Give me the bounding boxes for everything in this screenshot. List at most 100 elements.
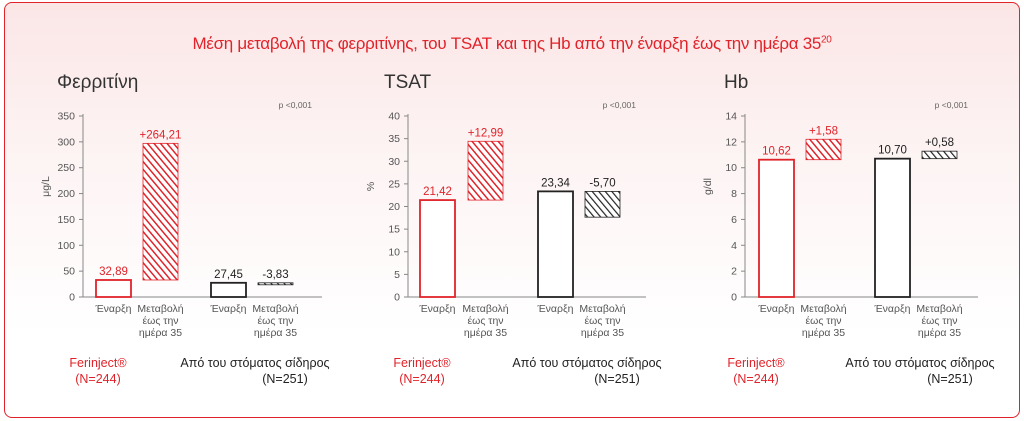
change-value-label: +264,21	[140, 129, 182, 141]
y-tick-label: 35	[388, 133, 400, 145]
baseline-value-label: 23,34	[541, 177, 570, 189]
change-bar	[805, 138, 842, 161]
baseline-value-label: 32,89	[99, 266, 128, 278]
x-tick-label: ημέρα 35	[464, 327, 507, 339]
panel-title-hb: Hb	[724, 72, 749, 93]
x-tick-label: έως την	[257, 315, 293, 327]
x-tick-label: έως την	[805, 315, 841, 327]
y-tick-label: 20	[388, 201, 400, 213]
y-tick-label: 300	[57, 136, 75, 148]
x-tick-label: έως την	[467, 315, 503, 327]
legend-ferinject-label: Ferinject®	[393, 356, 451, 370]
legend-oral-label: Από του στόματος σίδηρος	[845, 356, 995, 370]
y-axis-label: μg/L	[40, 176, 52, 197]
baseline-value-label: 21,42	[423, 186, 452, 198]
chart-panel-1	[404, 114, 646, 298]
x-tick-label: ημέρα 35	[139, 327, 182, 339]
legend-ferinject-label: Ferinject®	[727, 356, 785, 370]
y-tick-label: 15	[388, 224, 400, 236]
panel-title-ferritin: Φερριτίνη	[57, 72, 139, 93]
legend-ferinject-2: Ferinject® (N=244)	[376, 355, 468, 387]
chart-panel-0	[79, 114, 322, 298]
x-tick-label: Έναρξη	[418, 303, 455, 315]
legend-oral-2: Από του στόματος σίδηρος (N=251)	[492, 355, 682, 387]
y-tick-label: 12	[725, 136, 737, 148]
legend-oral-n: (N=251)	[262, 372, 308, 386]
baseline-bar	[419, 199, 456, 298]
legend-ferinject-n: (N=244)	[733, 372, 779, 386]
y-tick-label: 14	[725, 111, 737, 123]
y-axis-label: %	[365, 182, 377, 191]
y-axis-label: g/dl	[702, 178, 714, 195]
y-tick-label: 40	[388, 111, 400, 123]
x-tick-label: έως την	[142, 315, 178, 327]
change-bar	[584, 190, 621, 218]
x-tick-label: Έναρξη	[536, 303, 573, 315]
p-value-label: p <0,001	[935, 100, 969, 110]
legend-oral-3: Από του στόματος σίδηρος (N=251)	[825, 355, 1015, 387]
change-value-label: +12,99	[468, 127, 504, 139]
y-tick-label: 250	[57, 162, 75, 174]
x-tick-label: ημέρα 35	[254, 327, 297, 339]
change-bar	[142, 142, 179, 281]
change-value-label: -5,70	[589, 177, 615, 189]
x-tick-label: Έναρξη	[757, 303, 794, 315]
legend-ferinject-3: Ferinject® (N=244)	[710, 355, 802, 387]
x-tick-label: Μεταβολή	[916, 303, 962, 315]
legend-ferinject-label: Ferinject®	[69, 356, 127, 370]
figure-title-reference: 20	[821, 34, 832, 46]
x-tick-label: Μεταβολή	[137, 303, 183, 315]
y-tick-label: 25	[388, 178, 400, 190]
change-value-label: -3,83	[262, 269, 288, 281]
legend-oral-1: Από του στόματος σίδηρος (N=251)	[160, 355, 350, 387]
change-bar	[921, 150, 958, 160]
baseline-bar	[95, 279, 132, 298]
legend-ferinject-n: (N=244)	[75, 372, 121, 386]
baseline-value-label: 10,62	[762, 146, 791, 158]
x-tick-label: Έναρξη	[873, 303, 910, 315]
y-tick-label: 8	[731, 188, 737, 200]
y-tick-label: 30	[388, 156, 400, 168]
baseline-value-label: 27,45	[214, 269, 243, 281]
x-tick-label: Μεταβολή	[800, 303, 846, 315]
change-bar	[257, 282, 294, 286]
baseline-bar	[537, 190, 574, 298]
x-tick-label: ημέρα 35	[918, 327, 961, 339]
x-tick-label: Έναρξη	[94, 303, 131, 315]
y-tick-label: 100	[57, 240, 75, 252]
baseline-value-label: 10,70	[878, 145, 907, 157]
p-value-label: p <0,001	[279, 100, 313, 110]
baseline-bar	[758, 158, 795, 298]
y-tick-label: 150	[57, 214, 75, 226]
change-bar	[467, 140, 504, 201]
p-value-label: p <0,001	[603, 100, 637, 110]
x-tick-label: ημέρα 35	[802, 327, 845, 339]
y-tick-label: 4	[731, 240, 737, 252]
y-tick-label: 200	[57, 188, 75, 200]
baseline-bar	[874, 157, 911, 298]
x-tick-label: Μεταβολή	[252, 303, 298, 315]
legend-oral-n: (N=251)	[594, 372, 640, 386]
y-tick-label: 10	[388, 246, 400, 258]
y-tick-label: 10	[725, 162, 737, 174]
x-tick-label: έως την	[584, 315, 620, 327]
y-tick-label: 50	[63, 266, 75, 278]
y-tick-label: 0	[394, 292, 400, 304]
figure-title-text: Μέση μεταβολή της φερριτίνης, του TSAT κ…	[192, 34, 822, 53]
change-value-label: +1,58	[809, 125, 838, 137]
y-tick-label: 0	[731, 292, 737, 304]
legend-ferinject-n: (N=244)	[399, 372, 445, 386]
figure-title: Μέση μεταβολή της φερριτίνης, του TSAT κ…	[0, 34, 1024, 54]
y-tick-label: 6	[731, 214, 737, 226]
x-tick-label: Μεταβολή	[462, 303, 508, 315]
legend-oral-n: (N=251)	[927, 372, 973, 386]
y-tick-label: 5	[394, 269, 400, 281]
legend-oral-label: Από του στόματος σίδηρος	[512, 356, 662, 370]
y-tick-label: 350	[57, 111, 75, 123]
x-tick-label: ημέρα 35	[581, 327, 624, 339]
panel-title-tsat: TSAT	[384, 72, 432, 93]
y-tick-label: 2	[731, 266, 737, 278]
legend-ferinject-1: Ferinject® (N=244)	[52, 355, 144, 387]
baseline-bar	[210, 281, 247, 298]
